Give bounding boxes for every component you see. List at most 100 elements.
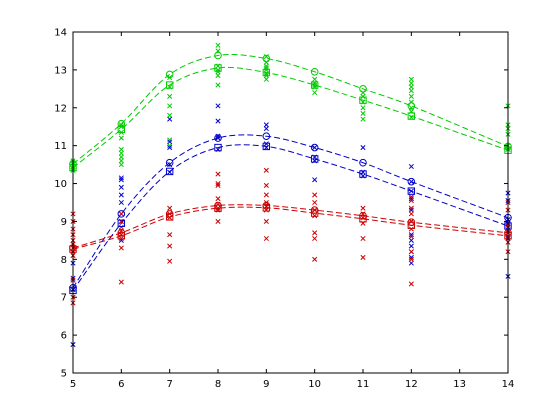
fit-point-circle (117, 210, 126, 218)
fit-point-square (214, 64, 222, 72)
fit-point-square (359, 96, 367, 104)
fit-point-square (407, 112, 416, 120)
data-point (312, 192, 318, 198)
data-point (118, 224, 124, 230)
x-tick-label: 14 (502, 379, 515, 390)
y-axis: 5 6 7 8 9 10 11 12 13 14 (54, 28, 508, 380)
data-point (118, 135, 124, 141)
data-point (167, 112, 173, 118)
data-point (263, 63, 269, 69)
y-tick-label: 7 (61, 293, 67, 304)
fit-point-square (117, 232, 126, 240)
data-point (263, 218, 269, 224)
data-point (408, 232, 414, 238)
data-point (263, 235, 269, 242)
y-tick-label: 12 (54, 103, 67, 114)
x-tick-label: 7 (166, 379, 172, 390)
x-tick-label: 12 (405, 379, 418, 390)
y-tick-label: 10 (54, 179, 67, 190)
fit-point-circle (310, 143, 319, 152)
data-point (263, 71, 269, 77)
data-point (408, 194, 414, 200)
data-point (215, 42, 221, 48)
fit-curve-circle-0 (72, 53, 509, 165)
data-point (312, 199, 318, 206)
data-point (118, 184, 124, 190)
y-tick-label: 5 (61, 369, 67, 380)
data-point (408, 179, 414, 185)
data-point (360, 110, 366, 117)
fit-curve-square-2 (72, 206, 509, 250)
data-point (118, 192, 124, 198)
fit-point-square (262, 68, 271, 77)
data-point (215, 135, 221, 141)
data-point (167, 103, 173, 109)
data-point (408, 196, 414, 202)
fit-point-circle (407, 177, 416, 186)
data-point (118, 177, 124, 183)
data-point (312, 82, 318, 88)
data-point (360, 254, 366, 260)
data-point (408, 243, 414, 249)
fit-point-circle (262, 54, 271, 63)
data-point (118, 158, 124, 164)
data-point (167, 232, 173, 238)
x-tick-label: 5 (70, 379, 76, 390)
data-point (167, 169, 173, 175)
data-point (408, 211, 414, 217)
y-tick-label: 6 (61, 331, 67, 342)
data-point (408, 80, 414, 86)
data-point (312, 235, 318, 242)
data-point (215, 69, 221, 75)
fit-point-circle (407, 102, 416, 110)
data-point (118, 235, 124, 242)
data-point (215, 205, 221, 211)
x-tick-label: 10 (308, 379, 321, 390)
data-point (167, 258, 173, 264)
data-point (408, 237, 414, 243)
fit-point-circle (359, 85, 367, 93)
data-point (167, 205, 173, 211)
data-point (408, 260, 414, 266)
fit-point-square (165, 81, 174, 89)
fit-point-square (214, 143, 222, 152)
fit-point-square (310, 81, 319, 89)
data-point (167, 243, 173, 249)
data-point (118, 245, 124, 251)
data-point (408, 188, 414, 194)
fit-point-square (262, 204, 271, 212)
data-point (408, 249, 414, 255)
fit-point-square (165, 167, 174, 176)
data-point (408, 207, 414, 213)
data-point (408, 218, 414, 224)
data-point (263, 67, 269, 73)
data-point (408, 88, 414, 94)
data-point (312, 177, 318, 183)
data-point (408, 93, 414, 99)
data-point (215, 181, 221, 187)
fit-curve-circle-2 (72, 204, 509, 249)
axes-frame (72, 31, 509, 374)
fit-point-circle (359, 158, 367, 167)
fit-point-square (359, 170, 367, 178)
data-point (167, 143, 173, 149)
fit-point-square (214, 204, 222, 212)
fit-point-square (310, 209, 319, 217)
data-point (215, 118, 221, 124)
data-point (167, 116, 173, 122)
data-point (215, 182, 221, 189)
data-point (263, 167, 269, 173)
fit-point-circle (165, 70, 174, 79)
data-point (408, 76, 414, 82)
y-tick-label: 13 (54, 65, 67, 76)
fit-point-square (117, 219, 126, 228)
data-point (118, 146, 124, 153)
data-point (408, 205, 414, 211)
data-point (118, 199, 124, 206)
data-point (118, 154, 124, 160)
data-point (215, 82, 221, 88)
data-point (215, 218, 221, 224)
fit-curve-square-0 (72, 66, 509, 169)
fit-point-circle (214, 134, 222, 142)
data-point (118, 175, 124, 181)
